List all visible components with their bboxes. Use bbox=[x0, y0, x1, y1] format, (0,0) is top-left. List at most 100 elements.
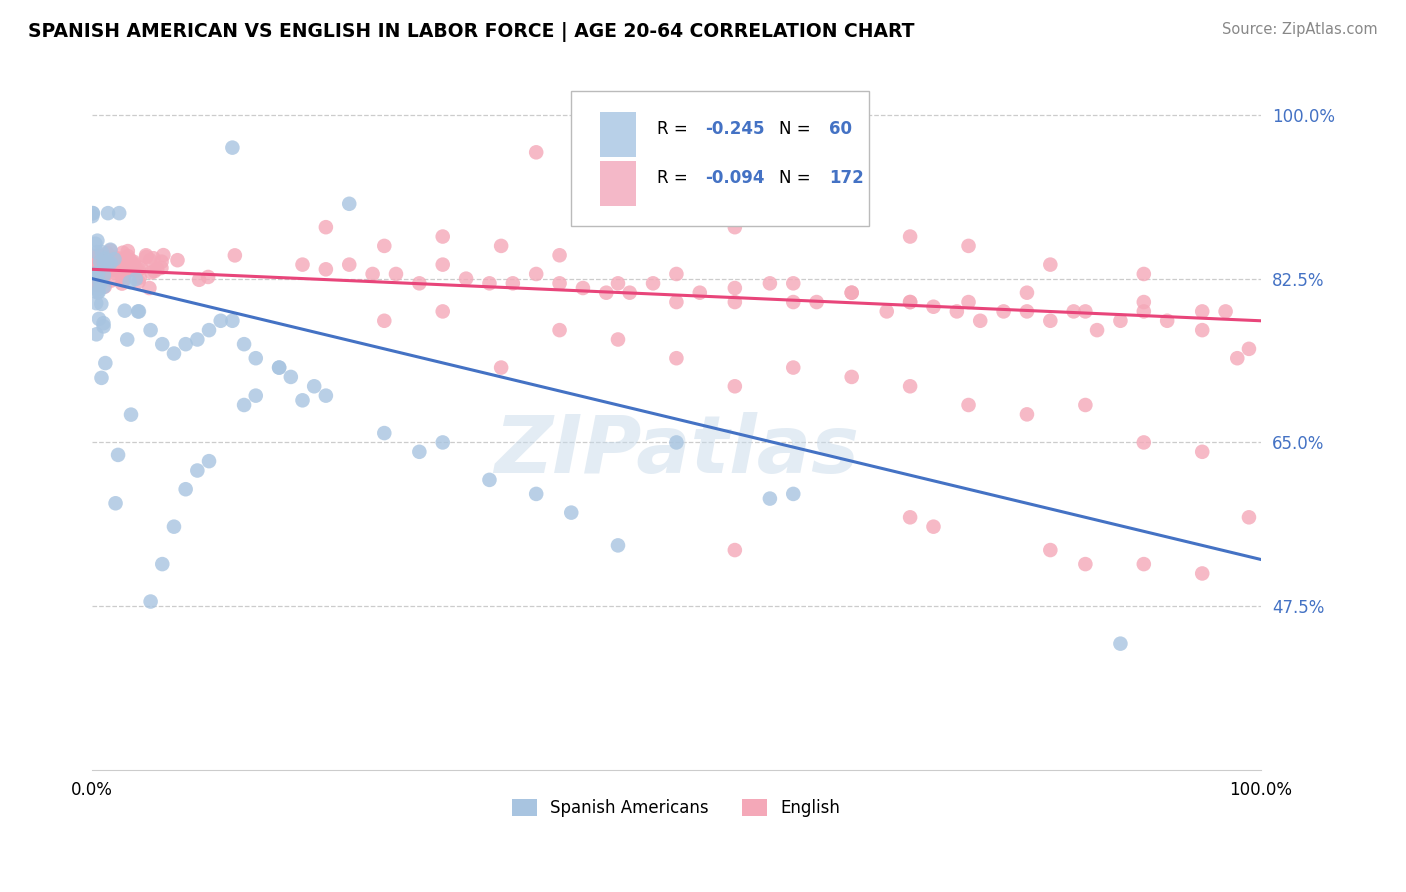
English bbox=[782, 277, 804, 291]
English bbox=[841, 285, 863, 300]
Spanish Americans bbox=[150, 557, 173, 571]
English bbox=[100, 274, 122, 288]
Spanish Americans bbox=[233, 398, 256, 412]
English bbox=[142, 252, 165, 266]
English bbox=[87, 276, 110, 290]
English bbox=[84, 263, 107, 277]
Text: Source: ZipAtlas.com: Source: ZipAtlas.com bbox=[1222, 22, 1378, 37]
Spanish Americans bbox=[100, 256, 122, 270]
English bbox=[83, 249, 105, 263]
English bbox=[91, 265, 114, 279]
FancyBboxPatch shape bbox=[600, 112, 636, 157]
English bbox=[1015, 304, 1038, 318]
Spanish Americans bbox=[186, 463, 208, 477]
English bbox=[118, 262, 141, 277]
English bbox=[1039, 543, 1062, 558]
English bbox=[121, 260, 143, 274]
Spanish Americans bbox=[93, 268, 115, 282]
Spanish Americans bbox=[86, 327, 108, 342]
English bbox=[724, 281, 747, 295]
Spanish Americans bbox=[139, 594, 162, 608]
English bbox=[782, 192, 804, 206]
English bbox=[93, 258, 115, 272]
English bbox=[118, 261, 141, 276]
Spanish Americans bbox=[84, 296, 107, 310]
English bbox=[1074, 304, 1097, 318]
English bbox=[689, 285, 711, 300]
English bbox=[84, 264, 107, 278]
English bbox=[1133, 267, 1156, 281]
Spanish Americans bbox=[607, 538, 630, 552]
English bbox=[96, 260, 118, 275]
Legend: Spanish Americans, English: Spanish Americans, English bbox=[506, 792, 848, 824]
English bbox=[96, 246, 118, 260]
Spanish Americans bbox=[665, 435, 688, 450]
English bbox=[98, 261, 121, 276]
English bbox=[122, 257, 145, 271]
English bbox=[1015, 408, 1038, 422]
English bbox=[118, 252, 141, 267]
English bbox=[112, 259, 135, 273]
Spanish Americans bbox=[291, 393, 314, 408]
English bbox=[94, 261, 117, 276]
Spanish Americans bbox=[97, 206, 120, 220]
English bbox=[1133, 435, 1156, 450]
FancyBboxPatch shape bbox=[571, 91, 869, 227]
Spanish Americans bbox=[107, 448, 129, 462]
English bbox=[665, 295, 688, 310]
English bbox=[83, 259, 105, 273]
English bbox=[898, 295, 921, 310]
English bbox=[1074, 557, 1097, 571]
English bbox=[1215, 304, 1237, 318]
Spanish Americans bbox=[198, 454, 221, 468]
English bbox=[111, 260, 134, 274]
English bbox=[93, 267, 115, 281]
English bbox=[946, 304, 969, 318]
English bbox=[1109, 314, 1132, 328]
Spanish Americans bbox=[93, 280, 115, 294]
English bbox=[806, 295, 828, 310]
English bbox=[114, 256, 136, 270]
English bbox=[922, 300, 945, 314]
English bbox=[100, 244, 122, 258]
Spanish Americans bbox=[245, 351, 267, 366]
English bbox=[1237, 342, 1260, 356]
English bbox=[524, 267, 547, 281]
English bbox=[922, 519, 945, 533]
Spanish Americans bbox=[82, 209, 104, 223]
Text: R =: R = bbox=[657, 169, 693, 186]
Spanish Americans bbox=[86, 234, 108, 248]
Spanish Americans bbox=[84, 236, 107, 251]
English bbox=[128, 270, 150, 285]
English bbox=[107, 264, 129, 278]
English bbox=[641, 277, 664, 291]
English bbox=[1133, 295, 1156, 310]
English bbox=[197, 269, 219, 284]
English bbox=[103, 258, 125, 272]
English bbox=[432, 304, 454, 318]
English bbox=[110, 255, 132, 269]
English bbox=[120, 262, 142, 277]
English bbox=[101, 252, 124, 266]
English bbox=[93, 257, 115, 271]
English bbox=[337, 258, 360, 272]
Spanish Americans bbox=[163, 519, 186, 533]
English bbox=[101, 258, 124, 272]
English bbox=[315, 220, 337, 235]
English bbox=[969, 314, 991, 328]
Spanish Americans bbox=[84, 266, 107, 280]
Spanish Americans bbox=[108, 206, 131, 220]
English bbox=[139, 253, 162, 268]
Spanish Americans bbox=[128, 304, 150, 318]
Spanish Americans bbox=[86, 285, 108, 300]
Spanish Americans bbox=[86, 245, 108, 260]
Text: N =: N = bbox=[779, 120, 815, 138]
English bbox=[1156, 314, 1178, 328]
English bbox=[291, 258, 314, 272]
English bbox=[101, 257, 124, 271]
Spanish Americans bbox=[302, 379, 325, 393]
Spanish Americans bbox=[103, 252, 125, 267]
English bbox=[502, 277, 524, 291]
English bbox=[478, 277, 501, 291]
English bbox=[665, 183, 688, 197]
